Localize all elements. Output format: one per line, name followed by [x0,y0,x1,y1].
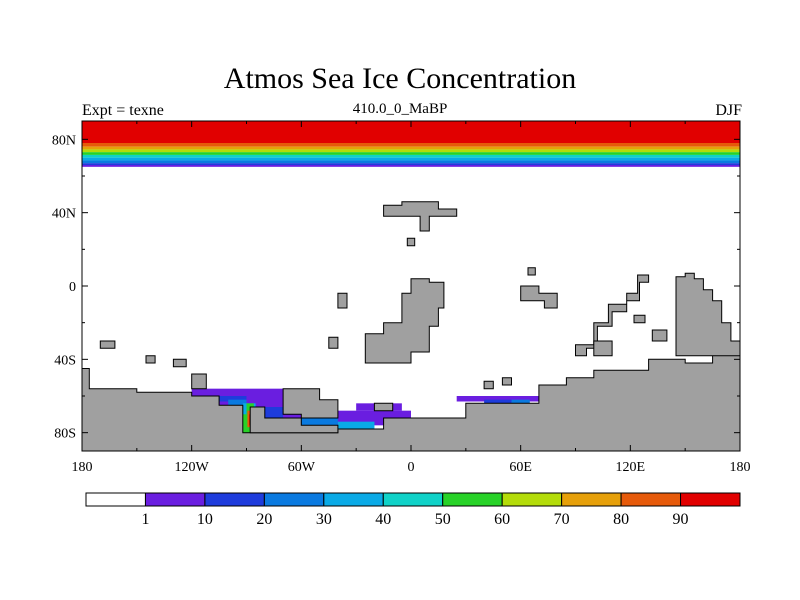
land-polygon-9 [520,285,558,309]
colorbar-label-5: 50 [435,511,451,528]
south-ice-patch-19 [484,399,512,404]
land-polygon-20 [651,329,668,342]
north-ice-band-1 [82,143,740,147]
x-tick-label-4: 60E [509,460,532,475]
land-polygon-8 [406,237,416,247]
colorbar: 1 10 20 30 40 50 60 70 80 90 [85,492,741,528]
experiment-label: Expt = texne [82,102,164,119]
x-tick-label-3: 0 [408,460,415,475]
colorbar-label-7: 70 [554,511,570,528]
colorbar-box-2 [204,492,265,507]
x-tick-label-6: 180 [730,460,751,475]
colorbar-label-9: 90 [673,511,689,528]
colorbar-box-0 [85,492,146,507]
north-ice-band-9 [82,165,740,167]
land-polygon-3 [373,402,394,412]
y-tick-label-2: 0 [69,280,76,295]
x-tick-label-1: 120W [175,460,210,475]
land-polygon-15 [483,380,494,390]
south-ice-patch-8 [337,421,375,429]
colorbar-label-8: 80 [613,511,629,528]
colorbar-label-4: 40 [375,511,391,528]
land-polygon-0 [82,340,740,451]
north-ice-band-4 [82,152,740,155]
land-polygon-2 [282,388,339,419]
colorbar-box-4 [323,492,384,507]
north-ice-band-0 [82,121,740,143]
colorbar-box-10 [680,492,741,507]
north-ice-band-3 [82,149,740,153]
land-polygon-14 [191,373,207,390]
colorbar-label-1: 10 [197,511,213,528]
land-polygon-12 [145,355,156,364]
south-ice-patch-9 [228,399,247,407]
land-polygon-10 [527,267,536,276]
colorbar-box-3 [263,492,325,507]
x-tick-label-5: 120E [616,460,646,475]
x-tick-label-0: 180 [72,460,93,475]
colorbar-box-8 [561,492,622,507]
colorbar-box-1 [144,492,206,507]
land-polygon-17 [675,272,740,357]
colorbar-label-3: 30 [316,511,332,528]
colorbar-box-5 [382,492,444,507]
land-polygon-18 [575,274,650,357]
y-tick-label-1: 40N [52,207,76,222]
north-ice-band-7 [82,160,740,164]
colorbar-box-7 [501,492,563,507]
map-area [82,121,740,451]
land-polygon-21 [593,340,613,357]
colorbar-box-6 [442,492,503,507]
chart-subtitle: 410.0_0_MaBP [352,101,448,117]
south-ice-patch-5 [200,396,247,402]
chart-title: Atmos Sea Ice Concentration [223,62,577,95]
colorbar-label-0: 1 [141,511,149,528]
x-tick-label-2: 60W [288,460,316,475]
land-polygon-11 [99,340,116,349]
season-label: DJF [715,102,742,119]
colorbar-label-6: 60 [494,511,510,528]
land-polygon-7 [383,201,458,232]
y-tick-label-3: 40S [54,353,76,368]
land-polygon-16 [501,377,512,386]
north-ice-band-2 [82,146,740,150]
land-polygon-19 [633,314,646,324]
land-polygon-6 [337,292,348,309]
north-ice-band-5 [82,154,740,158]
colorbar-label-2: 20 [256,511,272,528]
north-ice-band-6 [82,157,740,161]
north-ice-band-8 [82,163,740,165]
land-polygon-5 [328,336,339,349]
land-polygon-4 [364,278,445,364]
y-tick-label-0: 80N [52,133,76,148]
y-tick-label-4: 80S [54,427,76,442]
land-polygon-13 [172,358,187,368]
south-ice-patch-15 [456,396,539,402]
map-axes: 180 120W 60W 0 60E 120E 180 80N 40N 0 40S 80S [52,120,751,475]
colorbar-box-9 [620,492,682,507]
